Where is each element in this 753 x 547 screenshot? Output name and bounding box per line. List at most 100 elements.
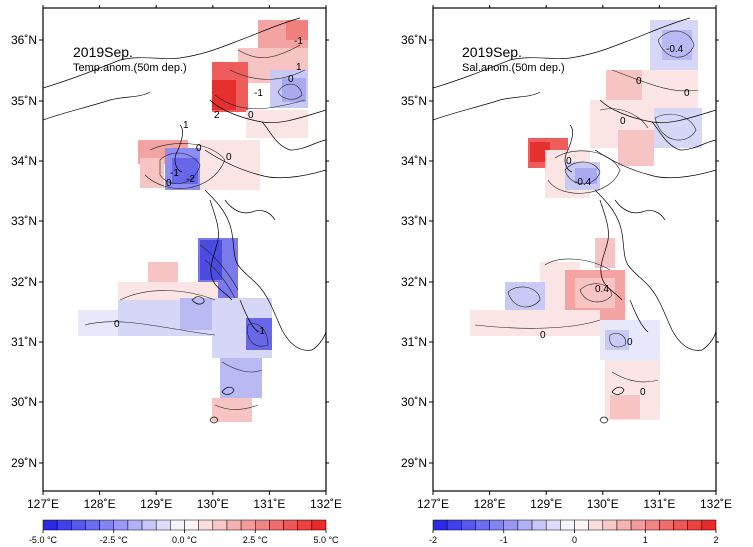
colorbar-cell: [701, 519, 717, 531]
colorbar-cell: [184, 519, 199, 531]
colorbar-label: 0.0 °C: [172, 535, 198, 545]
colorbar-cell: [56, 519, 72, 531]
contour-label: 0: [196, 143, 202, 154]
lat-label: 33˚N: [11, 214, 37, 228]
colorbar-label: -2: [429, 535, 437, 545]
temperature-coastline: [43, 17, 326, 424]
contour-label: 0.4: [595, 284, 609, 295]
colorbar-cell: [42, 519, 58, 531]
salinity-map-panel: 127˚E 128˚E 129˚E 130˚E 131˚E 132˚E 36˚N 35˚N 34…: [401, 5, 732, 545]
colorbar-label: -1: [500, 535, 508, 545]
contour-label: -1: [256, 326, 265, 337]
colorbar-cell: [687, 519, 703, 531]
salinity-colorbar: -2 -1 0 1 2: [429, 519, 719, 545]
colorbar-cell: [659, 519, 674, 531]
contour-label: 0: [114, 319, 120, 330]
lon-label: 128˚E: [474, 497, 506, 511]
salinity-coastline: [433, 17, 716, 424]
lat-label: 35˚N: [401, 94, 427, 108]
contour-label: 1: [296, 62, 302, 73]
colorbar-cell: [630, 519, 646, 531]
salinity-axis-ticks: 127˚E 128˚E 129˚E 130˚E 131˚E 132˚E 36˚N 35˚N 34…: [401, 5, 732, 511]
contour-label: 0: [566, 156, 572, 167]
colorbar-cell: [311, 519, 327, 531]
lat-label: 29˚N: [11, 456, 37, 470]
temperature-axis-ticks: 127˚E 128˚E 129˚E 130˚E 131˚E 132˚E 36˚N 35˚N 34…: [11, 5, 342, 511]
temperature-contour-labels: -1 0 1 2 -1 0 1 -1 -2 0 0 0 -1 0: [114, 36, 303, 337]
colorbar-cell: [198, 519, 214, 531]
lat-label: 34˚N: [11, 154, 37, 168]
temperature-map-title: 2019Sep.: [73, 44, 133, 60]
colorbar-cell: [446, 519, 462, 531]
colorbar-cell: [297, 519, 313, 531]
colorbar-cell: [170, 519, 185, 531]
lon-label: 127˚E: [27, 497, 59, 511]
contour-label: 0: [684, 88, 690, 99]
salinity-map-title: 2019Sep.: [462, 44, 522, 60]
contour-label: 0: [620, 116, 626, 127]
temperature-colorbar: -5.0 °C -2.5 °C 0.0 °C 2.5 °C 5.0 °C: [29, 519, 339, 545]
lat-label: 36˚N: [11, 33, 37, 47]
colorbar-cell: [461, 519, 476, 531]
colorbar-cell: [226, 519, 242, 531]
colorbar-cell: [99, 519, 114, 531]
colorbar-label: -2.5 °C: [100, 535, 129, 545]
colorbar-cell: [141, 519, 157, 531]
temperature-map-subtitle: Temp.anom.(50m dep.): [73, 62, 187, 74]
colorbar-cell: [588, 519, 604, 531]
contour-label: -0.4: [574, 177, 592, 188]
lat-label: 32˚N: [11, 275, 37, 289]
colorbar-cell: [85, 519, 100, 531]
contour-label: -1: [254, 88, 263, 99]
lon-label: 129˚E: [530, 497, 562, 511]
lon-label: 132˚E: [310, 497, 342, 511]
colorbar-cell: [269, 519, 284, 531]
lat-label: 34˚N: [401, 154, 427, 168]
colorbar-cell: [283, 519, 298, 531]
colorbar-label: 5.0 °C: [313, 535, 339, 545]
lat-label: 36˚N: [401, 33, 427, 47]
temperature-map-frame: [42, 7, 327, 492]
contour-label: 1: [183, 120, 189, 131]
salinity-map-frame: [432, 7, 717, 492]
colorbar-cell: [560, 519, 575, 531]
lat-label: 32˚N: [401, 275, 427, 289]
colorbar-label: 0: [572, 535, 577, 545]
colorbar-cell: [531, 519, 547, 531]
lat-label: 30˚N: [11, 395, 37, 409]
lat-label: 35˚N: [11, 94, 37, 108]
colorbar-cell: [489, 519, 505, 531]
contour-label: 0: [166, 178, 172, 189]
temperature-contours: [84, 44, 306, 410]
colorbar-cell: [212, 519, 228, 531]
lat-label: 30˚N: [401, 395, 427, 409]
colorbar-cell: [645, 519, 660, 531]
contour-label: 0: [288, 74, 294, 85]
contour-label: -1: [170, 168, 179, 179]
contour-label: 2: [214, 110, 220, 121]
colorbar-label: 1: [643, 535, 648, 545]
lat-label: 31˚N: [11, 335, 37, 349]
contour-label: -2: [186, 174, 195, 185]
lon-label: 131˚E: [643, 497, 675, 511]
colorbar-cell: [503, 519, 519, 531]
temperature-anomaly-field: [78, 20, 308, 422]
colorbar-cell: [432, 519, 448, 531]
contour-label: 0: [636, 76, 642, 87]
colorbar-label: -5.0 °C: [29, 535, 58, 545]
colorbar-cell: [616, 519, 632, 531]
lon-label: 130˚E: [587, 497, 619, 511]
colorbar-cell: [113, 519, 129, 531]
lon-label: 131˚E: [253, 497, 285, 511]
colorbar-cell: [155, 519, 171, 531]
temperature-map-panel: 127˚E 128˚E 129˚E 130˚E 131˚E 132˚E 36˚N 35˚N 34…: [11, 5, 342, 545]
colorbar-cell: [71, 519, 86, 531]
lat-label: 31˚N: [401, 335, 427, 349]
colorbar-cell: [240, 519, 256, 531]
colorbar-cell: [127, 519, 143, 531]
lon-label: 130˚E: [197, 497, 229, 511]
colorbar-cell: [475, 519, 490, 531]
salinity-anomaly-field: [470, 20, 702, 420]
contour-label: 0: [226, 152, 232, 163]
contour-label: 0: [640, 387, 646, 398]
